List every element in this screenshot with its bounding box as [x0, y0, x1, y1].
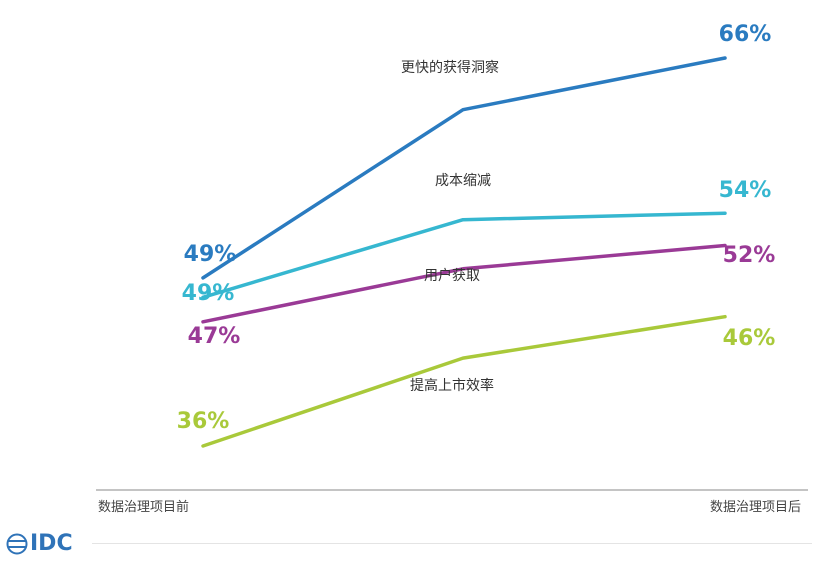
- start-value-label-1: 49%: [184, 242, 237, 267]
- end-value-label-1: 66%: [719, 22, 772, 47]
- idc-globe-icon: [6, 533, 28, 554]
- start-value-label-3: 47%: [188, 324, 241, 349]
- series-name-label-3: 用户获取: [424, 267, 480, 284]
- chart-lines: [201, 56, 727, 448]
- series-line-4: [201, 314, 727, 448]
- end-value-label-2: 54%: [719, 178, 772, 203]
- start-value-label-4: 36%: [177, 409, 230, 434]
- idc-logo-text: IDC: [30, 531, 73, 556]
- end-value-label-4: 46%: [723, 326, 776, 351]
- series-name-label-2: 成本缩减: [435, 173, 491, 189]
- series-line-1: [201, 56, 727, 280]
- series-line-2: [201, 211, 727, 300]
- series-line-3: [201, 243, 727, 324]
- start-value-label-2: 49%: [182, 281, 235, 306]
- x-axis-start-label: 数据治理项目前: [98, 499, 189, 515]
- footer-divider: [92, 543, 812, 544]
- series-name-label-4: 提高上市效率: [410, 377, 494, 394]
- chart-labels: 49% 66% 更快的获得洞察 49% 54% 成本缩减 47% 52% 用户获取 36% 46% 提…: [177, 22, 776, 434]
- idc-logo: IDC: [6, 531, 73, 556]
- x-axis-end-label: 数据治理项目后: [710, 500, 801, 515]
- end-value-label-3: 52%: [723, 243, 776, 268]
- series-name-label-1: 更快的获得洞察: [401, 59, 499, 76]
